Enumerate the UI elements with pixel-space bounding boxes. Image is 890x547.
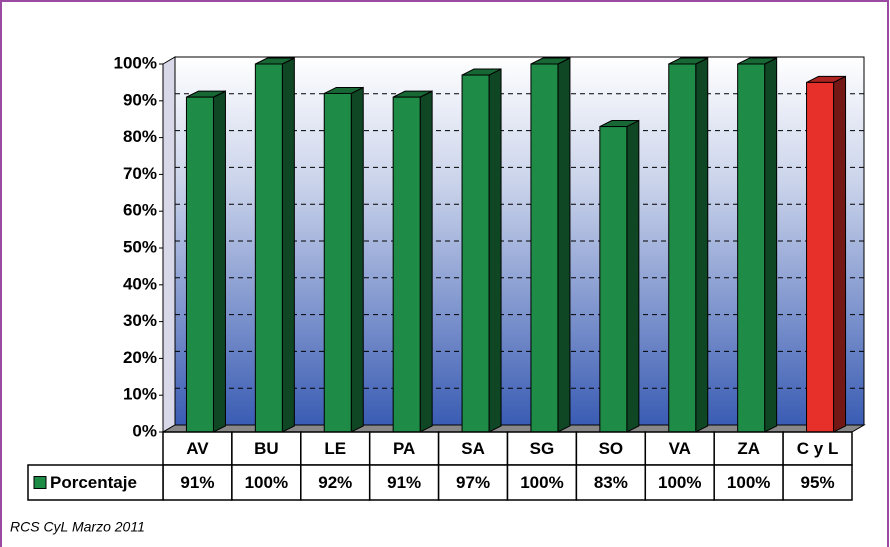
x-tick-label: LE	[324, 439, 346, 458]
x-tick-label: VA	[669, 439, 691, 458]
table-cell	[782, 431, 853, 466]
bar-front	[461, 74, 490, 433]
bar-front	[254, 63, 283, 433]
table-cell	[437, 431, 509, 466]
y-tick-label: 70%	[123, 164, 157, 183]
value-label: 92%	[318, 473, 352, 492]
bar-side	[557, 57, 571, 433]
bar-side	[833, 75, 847, 433]
bar	[599, 119, 640, 433]
footnote: RCS CyL Marzo 2011	[10, 519, 145, 535]
bar-side	[488, 68, 502, 433]
bar-side	[764, 57, 778, 433]
bar-front	[392, 96, 421, 433]
bar-front	[530, 63, 559, 433]
value-label: 83%	[594, 473, 628, 492]
y-tick-label: 40%	[123, 274, 157, 293]
y-tick-label: 90%	[123, 90, 157, 109]
table-cell	[368, 464, 440, 501]
bar-side	[419, 90, 433, 433]
x-tick-label: BU	[254, 439, 279, 458]
value-label: 100%	[727, 473, 770, 492]
bar-side	[281, 57, 295, 433]
bar-front	[323, 92, 352, 433]
bar	[323, 86, 364, 433]
table-cell	[713, 431, 784, 466]
value-label: 100%	[520, 473, 563, 492]
value-label: 91%	[180, 473, 214, 492]
bar	[185, 90, 226, 433]
x-tick-label: C y L	[797, 439, 839, 458]
x-tick-label: PA	[393, 439, 415, 458]
value-label: 95%	[801, 473, 835, 492]
table-cell	[231, 464, 302, 501]
table-cell	[575, 464, 647, 501]
y-tick-label: 100%	[114, 53, 157, 72]
bar	[254, 57, 295, 433]
y-tick-label: 20%	[123, 348, 157, 367]
x-tick-label: AV	[186, 439, 209, 458]
y-tick-label: 0%	[132, 421, 157, 440]
bar-front	[185, 96, 214, 433]
table-cell	[713, 464, 784, 501]
legend-cell	[27, 464, 164, 501]
y-tick-label: 50%	[123, 237, 157, 256]
table-cell	[300, 464, 371, 501]
y-tick-label: 60%	[123, 201, 157, 220]
x-tick-label: ZA	[737, 439, 760, 458]
y-tick-label: 30%	[123, 311, 157, 330]
bar-front	[668, 63, 697, 433]
value-label: 100%	[658, 473, 701, 492]
bar	[530, 57, 571, 433]
x-tick-label: SO	[599, 439, 624, 458]
value-label: 100%	[245, 473, 288, 492]
bar-side	[695, 57, 709, 433]
bar	[461, 68, 502, 433]
legend-label: Porcentaje	[50, 473, 137, 492]
bar	[806, 75, 847, 433]
value-label: 97%	[456, 473, 490, 492]
bar-side	[212, 90, 226, 433]
legend-swatch	[33, 476, 47, 489]
x-tick-label: SA	[461, 439, 485, 458]
y-tick-label: 10%	[123, 385, 157, 404]
value-label: 91%	[387, 473, 421, 492]
bar	[737, 57, 778, 433]
table-cell	[782, 464, 853, 501]
bar	[668, 57, 709, 433]
bar-front	[806, 81, 835, 433]
bar-front	[599, 126, 628, 433]
bar	[392, 90, 433, 433]
side-wall	[162, 56, 176, 433]
table-cell	[506, 431, 578, 466]
y-tick-label: 80%	[123, 127, 157, 146]
bar-side	[350, 86, 364, 433]
x-tick-label: SG	[530, 439, 555, 458]
bar-side	[626, 119, 640, 433]
table-cell	[644, 464, 715, 501]
bar-front	[737, 63, 766, 433]
